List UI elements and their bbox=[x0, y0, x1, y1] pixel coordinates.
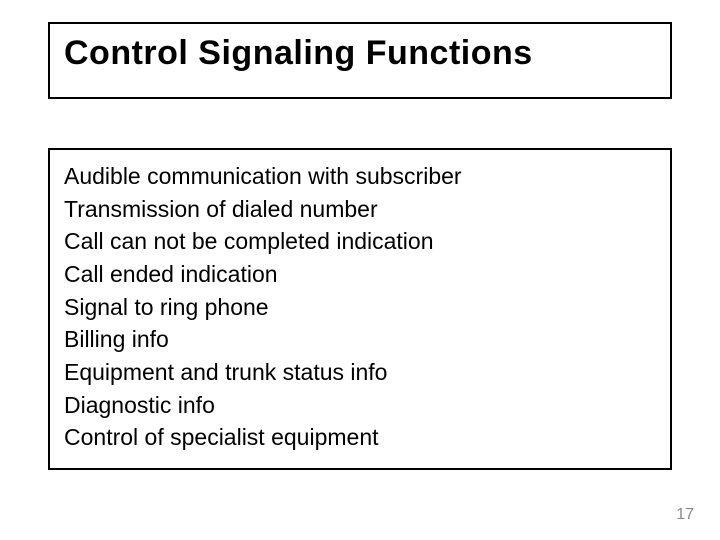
list-item: Call can not be completed indication bbox=[64, 225, 656, 258]
title-box: Control Signaling Functions bbox=[48, 22, 672, 99]
list-item: Billing info bbox=[64, 323, 656, 356]
list-item: Transmission of dialed number bbox=[64, 193, 656, 226]
list-item: Audible communication with subscriber bbox=[64, 160, 656, 193]
slide: Control Signaling Functions Audible comm… bbox=[0, 0, 720, 540]
list-item: Diagnostic info bbox=[64, 389, 656, 422]
page-number: 17 bbox=[676, 506, 694, 524]
list-item: Call ended indication bbox=[64, 258, 656, 291]
body-box: Audible communication with subscriber Tr… bbox=[48, 148, 672, 470]
list-item: Control of specialist equipment bbox=[64, 421, 656, 454]
list-item: Signal to ring phone bbox=[64, 291, 656, 324]
slide-title: Control Signaling Functions bbox=[64, 34, 656, 73]
list-item: Equipment and trunk status info bbox=[64, 356, 656, 389]
